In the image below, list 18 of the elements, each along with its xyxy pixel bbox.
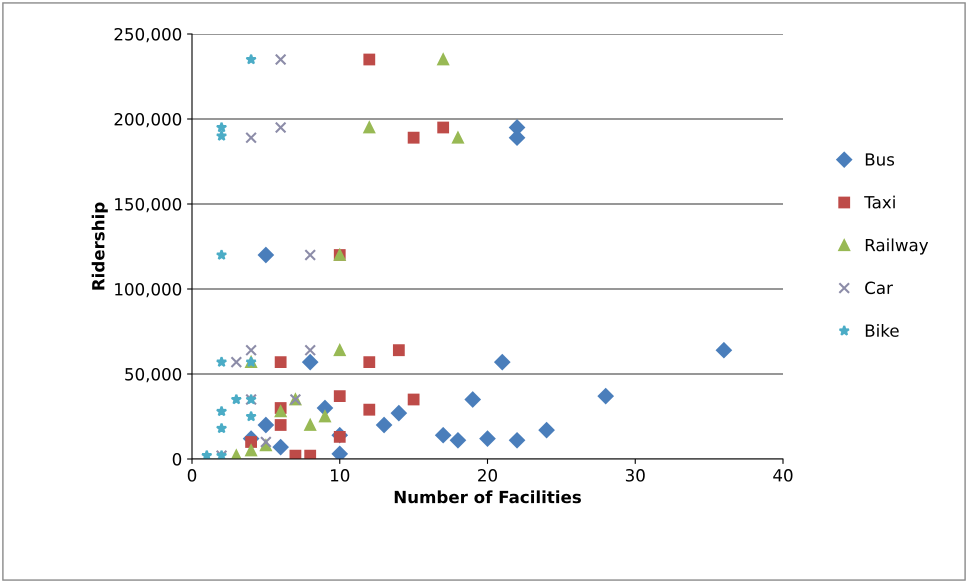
x-tick-label: 30	[626, 469, 645, 482]
y-tick-label: 100,000	[115, 282, 182, 298]
legend-label: Car	[865, 282, 893, 294]
y-axis-title: Ridership	[92, 202, 108, 290]
legend-label: Taxi	[864, 196, 895, 209]
x-tick-label: 0	[188, 469, 196, 482]
x-tick-label: 20	[478, 469, 497, 482]
y-tick-label: 250,000	[114, 28, 182, 42]
legend-label: Bike	[866, 324, 899, 337]
legend-label: Bus	[866, 153, 894, 166]
x-axis-title: Number of Facilities	[394, 490, 581, 504]
y-tick-label: 0	[172, 452, 182, 466]
x-tick-label: 40	[773, 469, 792, 482]
legend-label: Railway	[866, 238, 928, 255]
y-tick-label: 50,000	[125, 368, 182, 382]
y-tick-label: 150,000	[115, 198, 182, 212]
y-tick-label: 200,000	[114, 112, 182, 128]
x-tick-label: 10	[330, 469, 350, 482]
